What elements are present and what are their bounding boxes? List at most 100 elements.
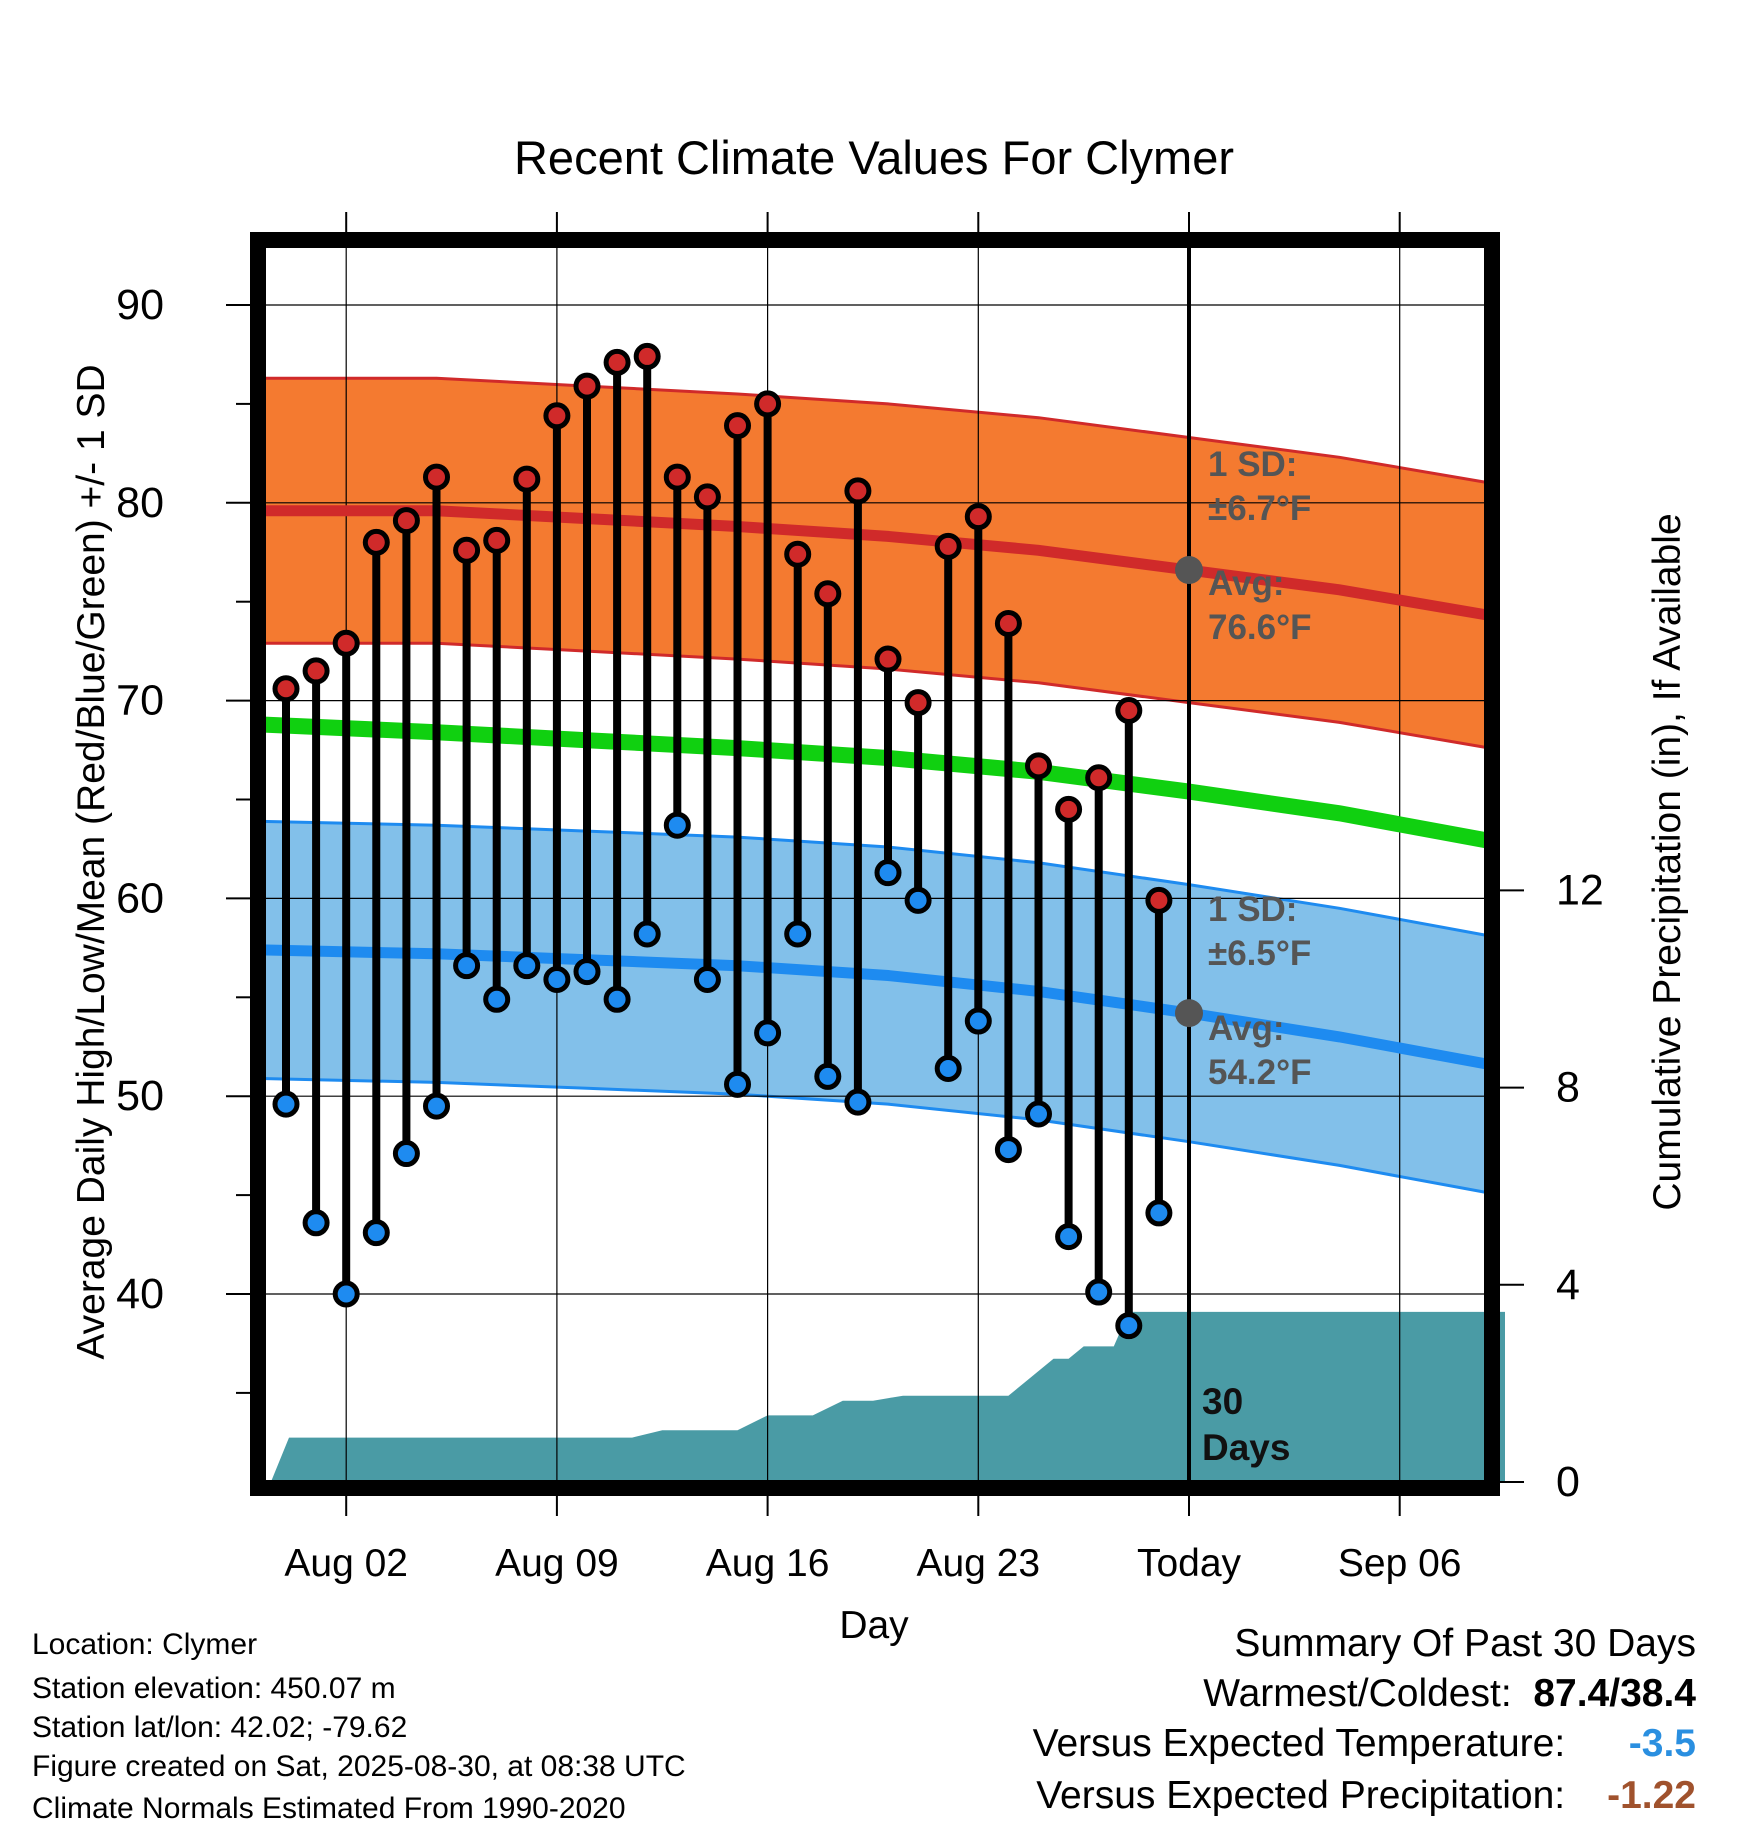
low-point <box>964 1007 992 1035</box>
low-point <box>724 1070 751 1098</box>
low-point <box>332 1280 360 1308</box>
x-tick-label: Aug 16 <box>706 1542 830 1585</box>
y-tick-label: 80 <box>116 479 164 527</box>
y2-axis-label: Cumulative Precipitation (in), If Availa… <box>1646 513 1689 1210</box>
y-axis-label: Average Daily High/Low/Mean (Red/Blue/Gr… <box>70 364 113 1359</box>
y-tick-label: 50 <box>116 1072 164 1120</box>
high-point <box>603 348 631 376</box>
high-point <box>453 536 481 564</box>
low-point <box>904 886 932 914</box>
low-point <box>603 985 631 1013</box>
y-tick-label: 40 <box>116 1270 164 1318</box>
low-point <box>573 958 601 986</box>
x-tick-label: Aug 23 <box>916 1542 1040 1585</box>
y-tick-label: 90 <box>116 281 164 329</box>
low-point <box>483 985 511 1013</box>
low-avg-label: Avg: <box>1208 1009 1284 1048</box>
high-sd-label: 1 SD: <box>1208 445 1297 484</box>
x-axis: Aug 02 Aug 09 Aug 16 Aug 23 Today Sep 06 <box>284 212 1462 1585</box>
low-point <box>1055 1223 1083 1251</box>
low-point <box>934 1055 962 1083</box>
high-point <box>814 580 842 608</box>
high-point <box>663 463 691 491</box>
chart-title: Recent Climate Values For Clymer <box>514 131 1234 184</box>
avg-normal-line <box>255 716 1492 849</box>
low-point <box>423 1092 450 1120</box>
high-point <box>754 390 782 418</box>
low-point <box>754 1019 782 1047</box>
plot-frame <box>250 232 1500 1496</box>
high-point <box>633 342 661 370</box>
high-point <box>1055 795 1083 823</box>
high-point <box>904 689 932 717</box>
footer-created: Figure created on Sat, 2025-08-30, at 08… <box>32 1750 686 1783</box>
low-sd-label: 1 SD: <box>1208 890 1297 929</box>
summary-precip-row: Versus Expected Precipitation: -1.22 <box>1036 1774 1696 1818</box>
low-point <box>874 859 902 887</box>
days-word-label: Days <box>1202 1427 1290 1468</box>
low-point <box>302 1209 330 1237</box>
y-axis-left: 40 50 60 70 80 90 <box>116 281 250 1394</box>
high-point <box>1145 886 1173 914</box>
summary-warmest-row: Warmest/Coldest: 87.4/38.4 <box>1203 1672 1696 1716</box>
summary-temp-value: -3.5 <box>1628 1722 1696 1765</box>
high-sd-value: ±6.7°F <box>1208 489 1311 528</box>
high-point <box>1115 696 1143 724</box>
high-point <box>272 675 300 703</box>
daily-range-bars <box>272 342 1173 1340</box>
x-tick-label: Aug 02 <box>284 1542 408 1585</box>
y2-tick-label: 8 <box>1556 1064 1580 1112</box>
high-point <box>543 402 571 430</box>
high-avg-value: 76.6°F <box>1208 608 1312 647</box>
x-tick-label: Today <box>1137 1542 1242 1585</box>
footer-latlon: Station lat/lon: 42.02; -79.62 <box>32 1711 408 1744</box>
low-point <box>272 1090 300 1118</box>
y-tick-label: 60 <box>116 874 164 922</box>
summary-temp-row: Versus Expected Temperature: -3.5 <box>1033 1722 1696 1766</box>
low-point <box>1145 1199 1173 1227</box>
summary-precip-value: -1.22 <box>1607 1774 1696 1817</box>
summary-title: Summary Of Past 30 Days <box>1234 1622 1696 1665</box>
high-avg-label: Avg: <box>1208 564 1284 603</box>
x-axis-label: Day <box>839 1604 909 1647</box>
summary-precip-label: Versus Expected Precipitation: <box>1036 1774 1566 1817</box>
low-point <box>1085 1278 1113 1306</box>
y2-tick-label: 0 <box>1556 1458 1580 1506</box>
x-tick-label: Aug 09 <box>495 1542 619 1585</box>
high-point <box>332 629 360 657</box>
days-count-label: 30 <box>1202 1381 1243 1422</box>
high-sd-band <box>255 378 1490 749</box>
low-point <box>453 952 481 980</box>
footer-elevation: Station elevation: 450.07 m <box>32 1672 396 1705</box>
low-avg-value: 54.2°F <box>1208 1053 1312 1092</box>
low-point <box>663 811 691 839</box>
high-point <box>994 609 1022 637</box>
high-point <box>362 528 390 556</box>
low-sd-band-lower-edge <box>255 1076 1491 1195</box>
summary-temp-label: Versus Expected Temperature: <box>1032 1722 1566 1765</box>
high-point <box>573 372 601 400</box>
low-point <box>543 965 571 993</box>
footer-normals: Climate Normals Estimated From 1990-2020 <box>32 1792 626 1825</box>
summary-warmest-value: 87.4/38.4 <box>1533 1672 1696 1715</box>
x-tick-label: Sep 06 <box>1338 1542 1462 1585</box>
high-point <box>392 507 420 535</box>
precipitation-area <box>270 1311 1505 1482</box>
y2-tick-label: 4 <box>1556 1261 1580 1309</box>
high-normal-line <box>255 505 1491 621</box>
today-high-normal-dot <box>1175 556 1203 585</box>
low-normal-line <box>255 944 1491 1071</box>
frame-border <box>250 232 1500 1496</box>
high-point <box>1085 764 1113 792</box>
high-point <box>423 463 450 491</box>
low-point <box>392 1140 420 1168</box>
high-point <box>784 540 812 568</box>
high-point <box>693 483 721 511</box>
today-marker <box>1175 246 1203 1482</box>
low-point <box>633 920 661 948</box>
low-point <box>362 1219 390 1247</box>
low-point <box>1025 1100 1052 1128</box>
high-point <box>874 645 902 673</box>
y-tick-label: 70 <box>116 677 164 725</box>
